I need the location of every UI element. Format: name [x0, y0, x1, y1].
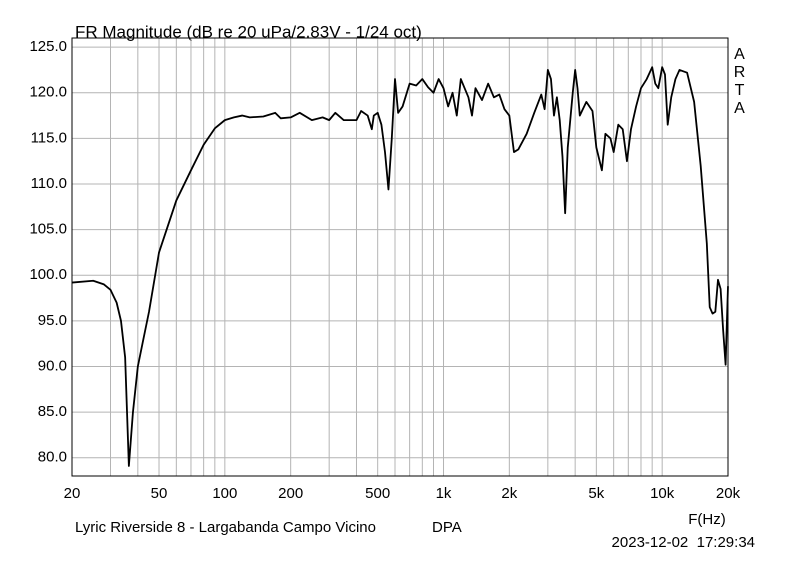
- y-tick-label: 85.0: [38, 403, 67, 420]
- timestamp: 2023-12-02 17:29:34: [612, 534, 755, 551]
- x-tick-label: 100: [212, 485, 237, 502]
- annotation: DPA: [432, 519, 462, 536]
- caption: Lyric Riverside 8 - Largabanda Campo Vic…: [75, 519, 376, 536]
- y-tick-label: 120.0: [29, 84, 67, 101]
- y-tick-label: 100.0: [29, 266, 67, 283]
- x-tick-label: 2k: [501, 485, 517, 502]
- x-tick-label: 200: [278, 485, 303, 502]
- y-tick-label: 115.0: [31, 129, 67, 146]
- y-tick-label: 95.0: [38, 312, 67, 329]
- x-tick-label: 5k: [588, 485, 604, 502]
- y-tick-label: 110.0: [31, 175, 67, 192]
- x-tick-label: 1k: [436, 485, 452, 502]
- x-tick-label: 50: [151, 485, 168, 502]
- y-tick-label: 105.0: [29, 221, 67, 238]
- x-tick-label: 500: [365, 485, 390, 502]
- y-tick-label: 80.0: [38, 449, 67, 466]
- x-axis-label: F(Hz): [688, 511, 726, 528]
- chart-title: FR Magnitude (dB re 20 uPa/2.83V - 1/24 …: [75, 22, 422, 41]
- x-tick-label: 20: [64, 485, 81, 502]
- fr-curve: [71, 66, 729, 467]
- x-tick-label: 20k: [716, 485, 741, 502]
- x-tick-label: 10k: [650, 485, 675, 502]
- y-tick-label: 125.0: [29, 38, 67, 55]
- plot-frame: [71, 37, 729, 477]
- y-tick-label: 90.0: [38, 357, 67, 374]
- watermark: ARTA: [731, 46, 748, 118]
